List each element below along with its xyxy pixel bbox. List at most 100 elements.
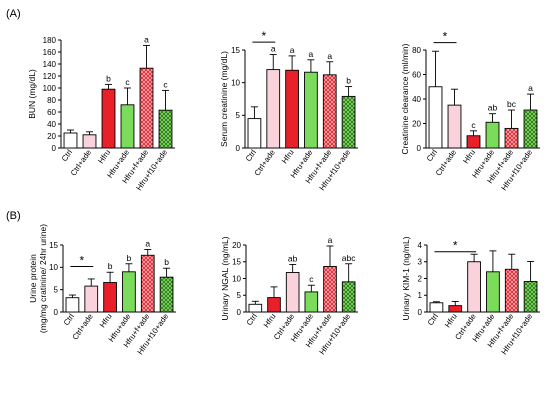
significance-letter: a bbox=[144, 34, 149, 44]
y-tick-label: 80 bbox=[47, 96, 56, 105]
y-tick-label: 5 bbox=[237, 291, 242, 300]
y-tick-label: 120 bbox=[43, 72, 57, 81]
y-tick-label: 160 bbox=[43, 48, 57, 57]
y-axis-label: Creatinine clearance (ml/min) bbox=[400, 43, 410, 154]
bar bbox=[429, 302, 444, 313]
y-tick-label: 3 bbox=[418, 258, 423, 267]
bar bbox=[247, 118, 262, 149]
significance-letter: c bbox=[163, 79, 168, 89]
bar bbox=[466, 135, 481, 149]
bar bbox=[266, 69, 281, 149]
bar bbox=[523, 109, 538, 149]
y-tick-label: 80 bbox=[412, 46, 421, 55]
significance-star: * bbox=[443, 30, 448, 44]
bar bbox=[447, 104, 462, 149]
significance-letter: a bbox=[309, 49, 314, 59]
significance-letter: a bbox=[328, 235, 333, 245]
y-tick-label: 60 bbox=[47, 108, 56, 117]
bar bbox=[122, 271, 136, 313]
significance-letter: a bbox=[290, 45, 295, 55]
bar bbox=[103, 282, 117, 313]
significance-letter: c bbox=[309, 274, 314, 284]
significance-letter: b bbox=[106, 73, 111, 83]
x-tick-label: Ctrl bbox=[425, 148, 439, 163]
bar bbox=[467, 261, 481, 313]
bar bbox=[485, 121, 500, 149]
bar bbox=[267, 297, 281, 313]
y-tick-label: 10 bbox=[232, 274, 241, 283]
y-tick-label: 5 bbox=[236, 111, 241, 120]
significance-star: * bbox=[261, 29, 266, 43]
y-tick-label: 100 bbox=[43, 84, 57, 93]
significance-letter: b bbox=[346, 76, 351, 86]
significance-letter: a bbox=[271, 44, 276, 54]
bar bbox=[120, 104, 135, 149]
x-tick-label: Ctrl bbox=[244, 148, 258, 163]
bar bbox=[139, 67, 154, 149]
bar bbox=[63, 132, 78, 149]
bar bbox=[448, 305, 463, 313]
bar bbox=[159, 276, 174, 313]
y-axis-label: Urine protein bbox=[28, 254, 38, 303]
y-tick-label: 20 bbox=[232, 241, 241, 250]
significance-letter: a bbox=[327, 51, 332, 61]
panel-label-b: (B) bbox=[6, 210, 21, 222]
y-tick-label: 10 bbox=[231, 78, 240, 87]
significance-letter: bc bbox=[507, 99, 517, 109]
x-tick-label: Ctrl bbox=[245, 312, 259, 327]
bar bbox=[304, 71, 318, 149]
y-tick-label: 2 bbox=[418, 274, 423, 283]
bar bbox=[285, 272, 300, 313]
significance-letter: b bbox=[127, 253, 132, 263]
significance-letter: c bbox=[125, 77, 130, 87]
y-tick-label: 20 bbox=[412, 119, 421, 128]
x-tick-label: Ctrl bbox=[62, 312, 76, 327]
significance-letter: b bbox=[164, 257, 169, 267]
bar bbox=[341, 281, 356, 313]
significance-letter: abc bbox=[342, 253, 356, 263]
bar bbox=[158, 109, 173, 149]
bar bbox=[428, 86, 443, 149]
y-tick-label: 0 bbox=[417, 144, 422, 153]
y-tick-label: 0 bbox=[237, 308, 242, 317]
bar bbox=[304, 291, 319, 313]
x-tick-label: Hfru bbox=[98, 312, 114, 329]
x-tick-label: Hfru bbox=[461, 148, 477, 165]
bar bbox=[65, 297, 80, 313]
y-tick-label: 15 bbox=[232, 258, 241, 267]
bar bbox=[341, 95, 356, 149]
significance-star: * bbox=[453, 239, 458, 253]
x-tick-label: Hfru bbox=[96, 148, 112, 165]
x-tick-label: Hfru bbox=[443, 312, 459, 329]
y-tick-label: 0 bbox=[52, 144, 57, 153]
bar bbox=[101, 88, 116, 149]
y-axis-label: Serum creatinine (mg/dL) bbox=[219, 51, 229, 147]
y-tick-label: 0 bbox=[236, 144, 241, 153]
bar bbox=[523, 281, 538, 313]
y-axis-label: BUN (mg/dL) bbox=[27, 69, 37, 119]
y-axis-label: Urinary NGAL (ng/mL) bbox=[220, 236, 230, 320]
bar bbox=[84, 285, 99, 313]
x-tick-label: Ctrl bbox=[426, 312, 440, 327]
panel-label-a: (A) bbox=[6, 8, 21, 20]
y-tick-label: 0 bbox=[54, 308, 59, 317]
bar bbox=[82, 134, 97, 149]
y-tick-label: 5 bbox=[54, 285, 59, 294]
y-tick-label: 4 bbox=[418, 241, 423, 250]
x-tick-label: Hfru bbox=[280, 148, 296, 165]
x-tick-label: Ctrl bbox=[60, 148, 74, 163]
y-tick-label: 0 bbox=[418, 308, 423, 317]
bar bbox=[322, 74, 337, 149]
significance-letter: ab bbox=[488, 103, 498, 113]
y-tick-label: 40 bbox=[412, 95, 421, 104]
x-tick-label: Hfru bbox=[262, 312, 278, 329]
y-tick-label: 40 bbox=[47, 120, 56, 129]
significance-letter: a bbox=[145, 238, 150, 248]
